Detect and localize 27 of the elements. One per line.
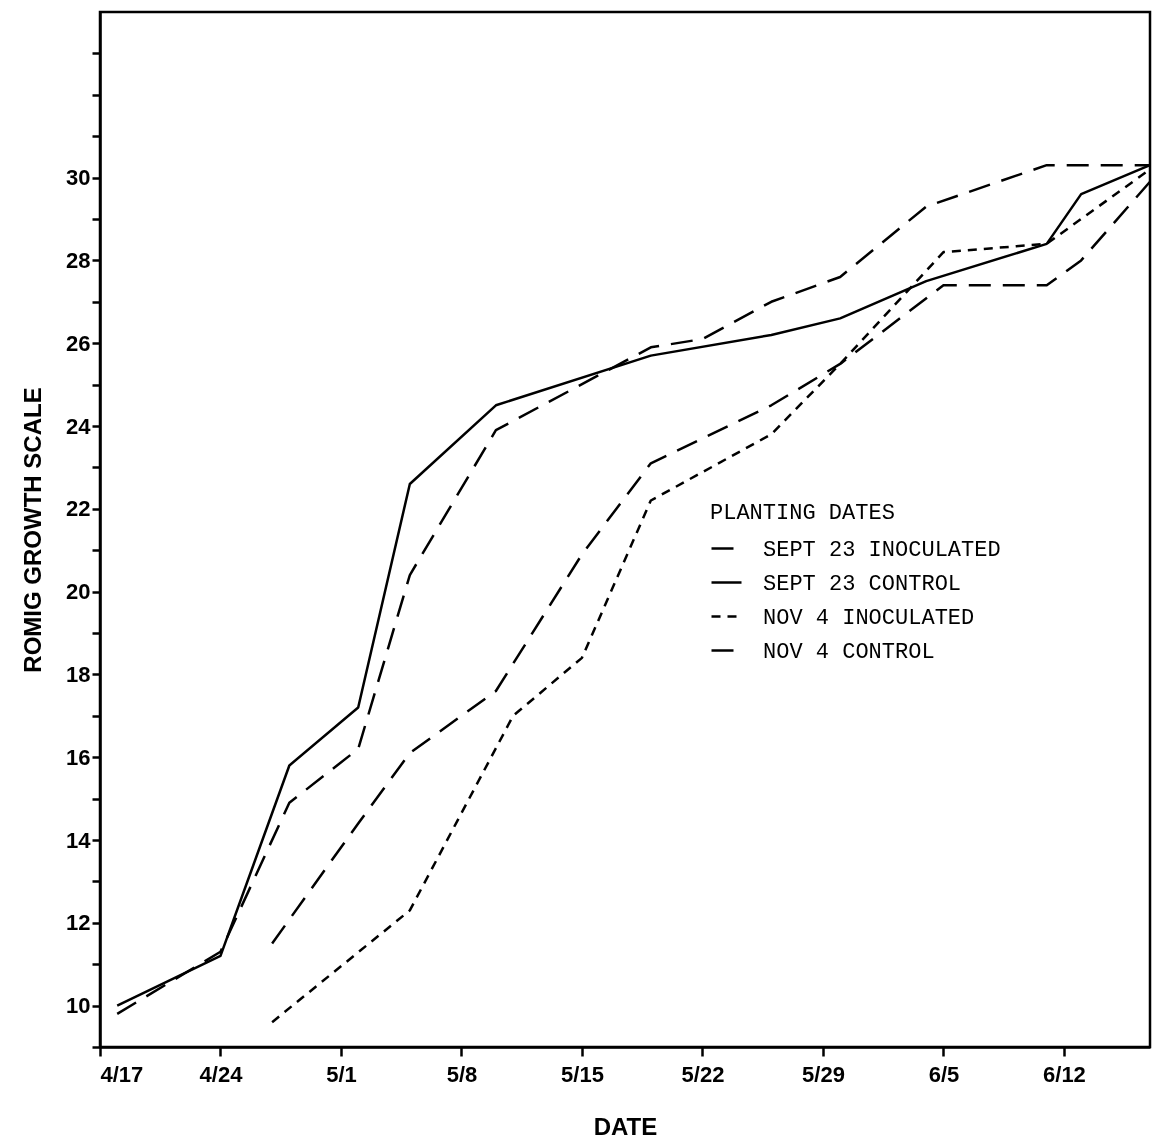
y-tick-label: 30	[66, 165, 91, 191]
y-tick-label: 24	[66, 413, 92, 439]
y-tick-label: 10	[66, 993, 91, 1019]
x-tick-label: 5/29	[802, 1061, 845, 1087]
x-tick-label: 5/15	[561, 1061, 604, 1087]
x-tick-label: 6/5	[928, 1061, 960, 1087]
legend-title: PLANTING DATES	[710, 501, 895, 526]
y-tick-label: 28	[66, 247, 91, 273]
y-tick-label: 20	[66, 579, 91, 605]
y-tick-label: 18	[66, 661, 91, 687]
x-tick-label: 5/1	[326, 1061, 357, 1087]
y-tick-label: 12	[66, 910, 91, 936]
x-axis-title: DATE	[593, 1112, 658, 1140]
y-tick-label: 16	[66, 744, 91, 770]
legend-label: NOV 4 CONTROL	[763, 639, 935, 665]
legend-label: NOV 4 INOCULATED	[763, 605, 975, 631]
legend-label: SEPT 23 CONTROL	[763, 571, 962, 597]
x-tick-label: 4/17	[100, 1061, 144, 1087]
y-tick-label: 26	[66, 330, 91, 356]
x-tick-label: 5/22	[681, 1061, 725, 1087]
x-tick-label: 4/24	[199, 1061, 244, 1087]
y-tick-label: 14	[66, 827, 92, 853]
legend-label: SEPT 23 INOCULATED	[763, 537, 1001, 563]
y-tick-label: 22	[66, 496, 91, 522]
x-tick-label: 5/8	[446, 1061, 478, 1087]
x-tick-label: 6/12	[1043, 1061, 1086, 1087]
y-axis-title: ROMIG GROWTH SCALE	[19, 387, 47, 673]
